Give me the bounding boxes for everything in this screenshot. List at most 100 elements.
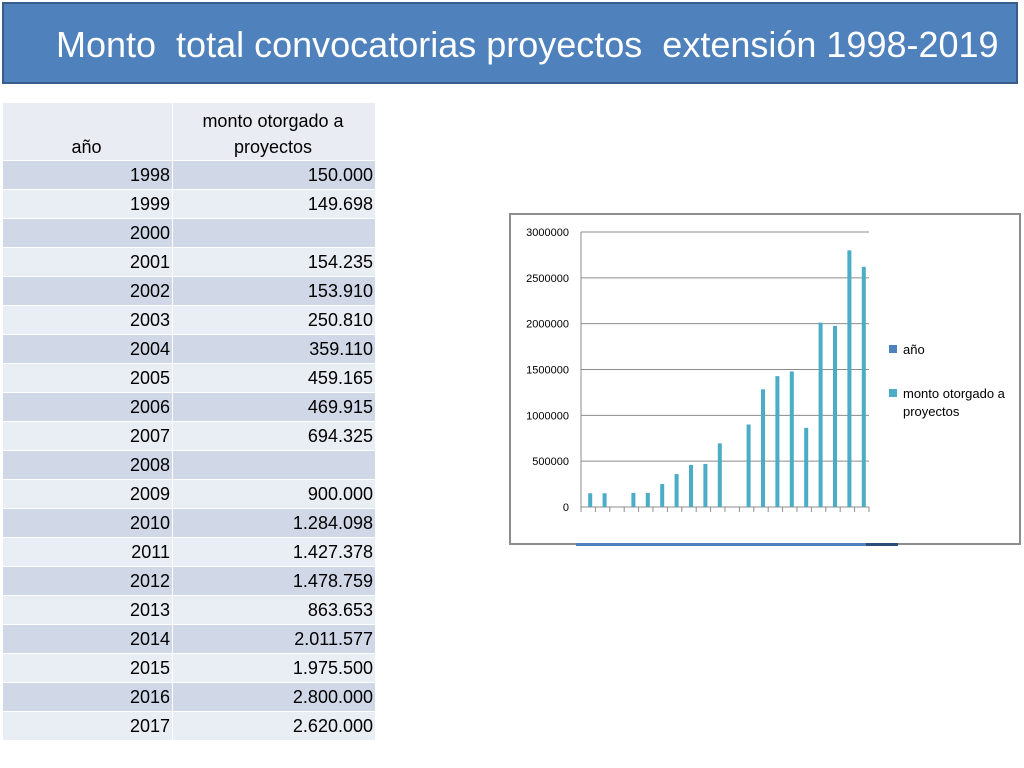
bar-2016	[847, 250, 852, 508]
legend-label: monto otorgado a proyectos	[903, 386, 1006, 419]
amount-cell: 153.910	[172, 276, 376, 306]
amount-cell: 1.284.098	[172, 508, 376, 538]
table-row: 2017 2.620.000	[2, 711, 376, 741]
year-cell: 2011	[2, 537, 173, 567]
year-cell: 2008	[2, 450, 173, 480]
amount-cell: 459.165	[172, 363, 376, 393]
slide-title: Monto total convocatorias proyectos exte…	[56, 24, 999, 65]
amount-cell	[172, 218, 376, 248]
year-cell: 2006	[2, 392, 173, 422]
table-body: 1998 150.000 1999 149.698 2000 2001 154.235 200…	[2, 160, 376, 741]
bar-2009	[746, 424, 751, 507]
chart-underline	[576, 543, 866, 546]
bar-2015	[833, 325, 837, 507]
bar-1999	[602, 493, 607, 507]
bar-2001	[631, 492, 636, 507]
table-row: 2007 694.325	[2, 421, 376, 451]
bar-2013	[804, 427, 809, 507]
table-row: 2015 1.975.500	[2, 653, 376, 683]
table-row: 1999 149.698	[2, 189, 376, 219]
year-cell: 2014	[2, 624, 173, 654]
year-cell: 1999	[2, 189, 173, 219]
amount-cell: 2.800.000	[172, 682, 376, 712]
header-year: año	[2, 102, 173, 161]
amount-cell: 1.478.759	[172, 566, 376, 596]
table-row: 2005 459.165	[2, 363, 376, 393]
bar-2005	[689, 464, 693, 507]
bar-1998	[588, 493, 593, 507]
bar-2003	[660, 484, 665, 507]
bar-2014	[818, 322, 823, 507]
amount-cell: 150.000	[172, 160, 376, 190]
amount-cell: 2.011.577	[172, 624, 376, 654]
amount-cell: 2.620.000	[172, 711, 376, 741]
table-row: 2003 250.810	[2, 305, 376, 335]
year-cell: 2012	[2, 566, 173, 596]
bar-2004	[674, 474, 679, 507]
amount-cell: 1.427.378	[172, 537, 376, 567]
legend-swatch	[889, 389, 897, 397]
table-row: 2014 2.011.577	[2, 624, 376, 654]
chart-container: 3000000 2500000 2000000 1500000 1000000 50000…	[509, 213, 1021, 545]
table-row: 2000	[2, 218, 376, 248]
year-cell: 2002	[2, 276, 173, 306]
amount-cell: 359.110	[172, 334, 376, 364]
bar-chart: 3000000 2500000 2000000 1500000 1000000 50000…	[526, 227, 1006, 514]
year-cell: 1998	[2, 160, 173, 190]
amount-cell: 469.915	[172, 392, 376, 422]
table-row: 2016 2.800.000	[2, 682, 376, 712]
table-row: 2013 863.653	[2, 595, 376, 625]
table-row: 1998 150.000	[2, 160, 376, 190]
chart-underline-dark	[866, 543, 898, 546]
year-cell: 2009	[2, 479, 173, 509]
year-cell: 2007	[2, 421, 173, 451]
y-tick-label: 3000000	[526, 227, 569, 239]
y-tick-label: 0	[563, 502, 569, 514]
y-tick-label: 500000	[532, 456, 569, 468]
bar-2012	[789, 371, 794, 507]
year-cell: 2005	[2, 363, 173, 393]
table-row: 2009 900.000	[2, 479, 376, 509]
year-cell: 2000	[2, 218, 173, 248]
bar-2017	[861, 266, 866, 507]
table-row: 2004 359.110	[2, 334, 376, 364]
amount-cell	[172, 450, 376, 480]
bar-2010	[761, 389, 765, 507]
year-cell: 2015	[2, 653, 173, 683]
table-row: 2010 1.284.098	[2, 508, 376, 538]
table-row: 2011 1.427.378	[2, 537, 376, 567]
year-cell: 2010	[2, 508, 173, 538]
table-row: 2008	[2, 450, 376, 480]
bar-2006	[703, 463, 708, 507]
y-tick-label: 1500000	[526, 365, 569, 377]
year-cell: 2003	[2, 305, 173, 335]
amount-cell: 154.235	[172, 247, 376, 277]
legend-label: año	[903, 342, 925, 357]
title-bar: Monto total convocatorias proyectos exte…	[2, 2, 1018, 84]
data-table: año monto otorgado a proyectos 1998 150.0…	[2, 102, 376, 741]
year-cell: 2004	[2, 334, 173, 364]
year-cell: 2001	[2, 247, 173, 277]
y-tick-label: 2500000	[526, 273, 569, 285]
table-header-row: año monto otorgado a proyectos	[2, 102, 376, 161]
amount-cell: 863.653	[172, 595, 376, 625]
year-cell: 2017	[2, 711, 173, 741]
bar-2007	[717, 443, 722, 507]
amount-cell: 1.975.500	[172, 653, 376, 683]
header-amount: monto otorgado a proyectos	[172, 102, 376, 161]
y-tick-label: 2000000	[526, 319, 569, 331]
amount-cell: 694.325	[172, 421, 376, 451]
amount-cell: 900.000	[172, 479, 376, 509]
table-row: 2002 153.910	[2, 276, 376, 306]
table-row: 2001 154.235	[2, 247, 376, 277]
y-tick-label: 1000000	[526, 410, 569, 422]
year-cell: 2013	[2, 595, 173, 625]
amount-cell: 250.810	[172, 305, 376, 335]
bar-2011	[775, 376, 780, 507]
table-row: 2006 469.915	[2, 392, 376, 422]
bar-2002	[645, 492, 650, 507]
table-row: 2012 1.478.759	[2, 566, 376, 596]
year-cell: 2016	[2, 682, 173, 712]
legend-swatch	[889, 345, 897, 353]
amount-cell: 149.698	[172, 189, 376, 219]
